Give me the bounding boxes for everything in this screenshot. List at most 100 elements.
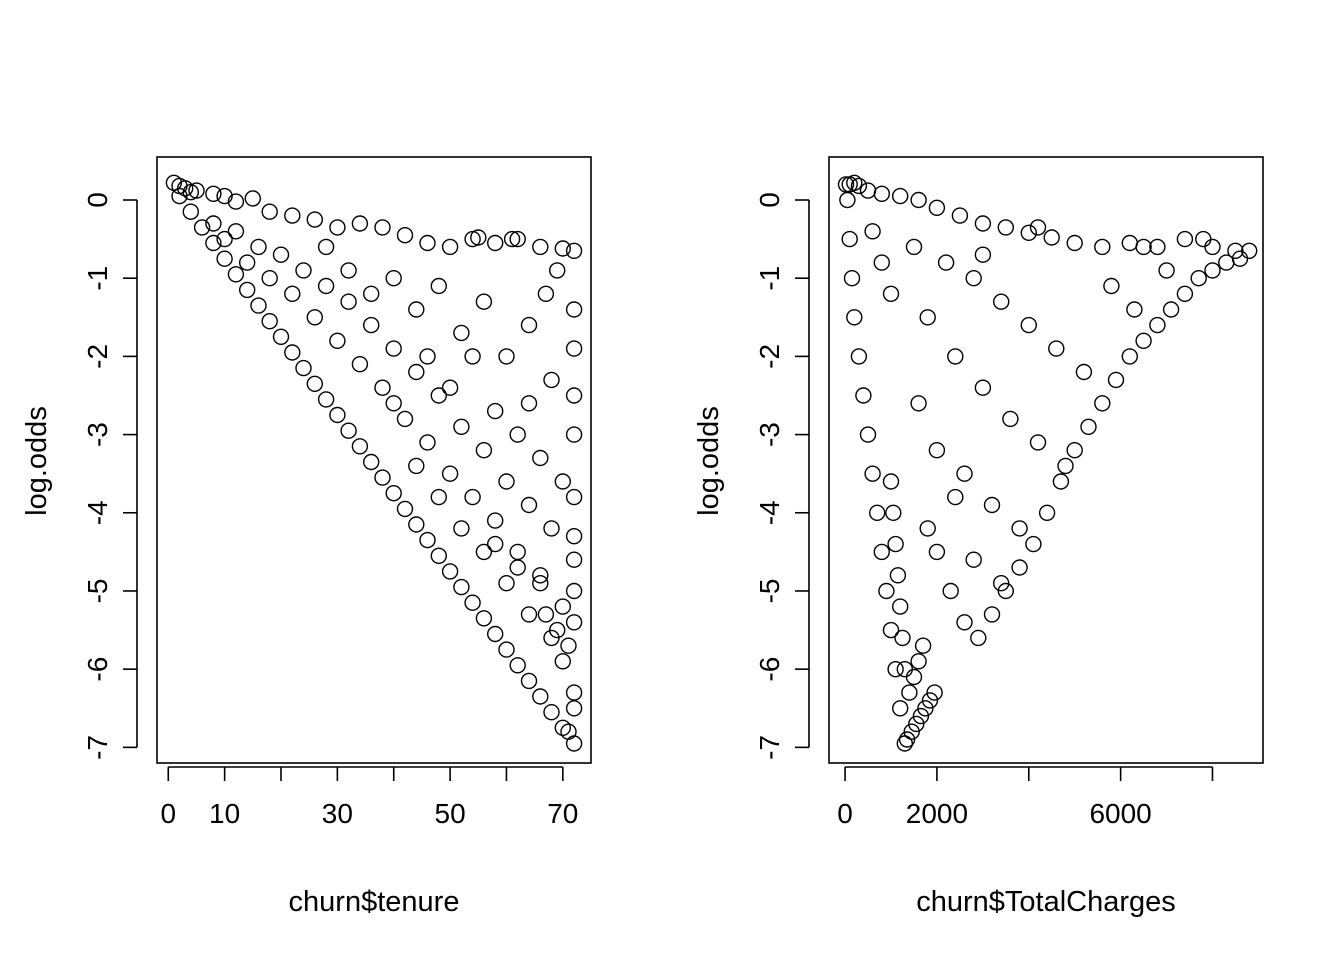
right-data-point [850,177,868,195]
right-data-point [908,715,925,733]
left-data-point [374,219,391,236]
left-data-point [475,543,493,561]
left-data-point [408,363,425,381]
left-data-point [419,434,436,451]
right-data-point [1094,238,1111,256]
left-data-point [554,719,571,736]
left-data-point [272,246,290,263]
right-data-point [905,668,923,686]
left-data-point [284,285,301,302]
right-data-point [910,191,927,209]
right-data-point [974,379,992,396]
right-data-point [894,629,911,647]
right-data-point [910,653,927,670]
left-data-point [503,230,521,248]
right-data-point [892,598,909,615]
right-data-point [892,700,909,717]
left-data-point [329,332,346,349]
left-data-point [295,359,312,377]
right-data-point [919,520,936,537]
left-data-point [329,219,346,236]
right-data-point [1149,316,1166,334]
right-data-point [1190,270,1207,287]
right-y-tick-label: -3 [754,422,785,447]
right-data-point [1135,238,1152,256]
left-data-point [374,469,391,486]
right-data-point [928,442,946,459]
left-data-point [565,614,583,631]
right-data-point [970,629,987,647]
right-data-point [873,185,890,203]
left-data-point [441,238,459,256]
left-data-point [509,543,526,561]
left-data-point [396,226,414,244]
left-data-point [498,575,515,592]
left-plot-frame [156,156,592,764]
left-data-point [565,735,583,752]
left-data-point [430,277,447,295]
right-data-point [873,543,890,561]
left-x-tick-label: 50 [435,798,466,829]
left-data-point [498,641,515,658]
right-data-point [903,723,920,740]
right-y-tick-label: -1 [754,266,785,291]
left-data-point [182,203,200,220]
right-x-tick-label: 2000 [906,798,968,829]
right-data-point [914,637,932,654]
left-data-point [565,242,583,260]
left-data-point [216,230,233,248]
left-data-point [396,410,414,428]
left-data-point [464,348,481,365]
left-data-point [306,309,323,326]
right-data-point [864,223,881,240]
right-data-point [889,567,907,584]
right-data-point [1043,229,1060,246]
right-data-point [974,215,992,232]
right-data-point [1231,250,1249,267]
left-data-point [250,297,267,314]
left-data-point [543,704,560,721]
right-data-point [983,496,1001,514]
right-data-point [1204,238,1221,256]
right-data-point [942,582,959,600]
left-y-tick-label: -1 [82,266,113,291]
right-data-point [855,387,872,404]
right-data-point [1107,371,1125,389]
right-data-point [839,191,856,209]
right-y-tick-label: 0 [754,192,785,208]
right-data-point [843,270,861,287]
right-data-point [921,692,939,709]
left-data-point [351,438,369,455]
left-data-point [537,285,555,302]
left-data-point [272,328,290,345]
left-data-point [453,324,470,342]
left-data-point [565,488,583,506]
left-data-point [509,230,526,248]
right-data-point [993,575,1010,592]
right-data-point [892,187,909,205]
right-data-point [1094,395,1111,412]
left-scatter-panel: 0 10 30 50 70 0 -1 -2 -3 -4 -5 -6 -7 churn$tenure l… [21,156,592,918]
left-y-tick-label: -3 [82,422,113,447]
right-data-point [997,582,1014,600]
left-y-tick-label: -7 [82,735,113,760]
left-data-point [487,234,504,252]
left-data-point [475,293,493,310]
left-x-tick-label: 10 [209,798,240,829]
right-data-point [896,661,913,678]
right-data-point [926,684,943,701]
left-data-point [549,621,566,639]
left-data-point [188,182,205,199]
right-data-point [1227,242,1244,260]
right-data-point [1121,234,1139,252]
right-data-point [869,504,886,521]
left-y-tick-label: -6 [82,657,113,682]
right-data-point [1195,230,1212,248]
left-y-tick-label: -4 [82,500,113,525]
left-data-point [363,285,380,302]
right-data-point [1126,301,1143,318]
right-data-point [887,661,904,678]
left-data-point [565,340,583,357]
right-y-tick-label: -5 [754,579,785,604]
left-data-point [498,473,515,490]
